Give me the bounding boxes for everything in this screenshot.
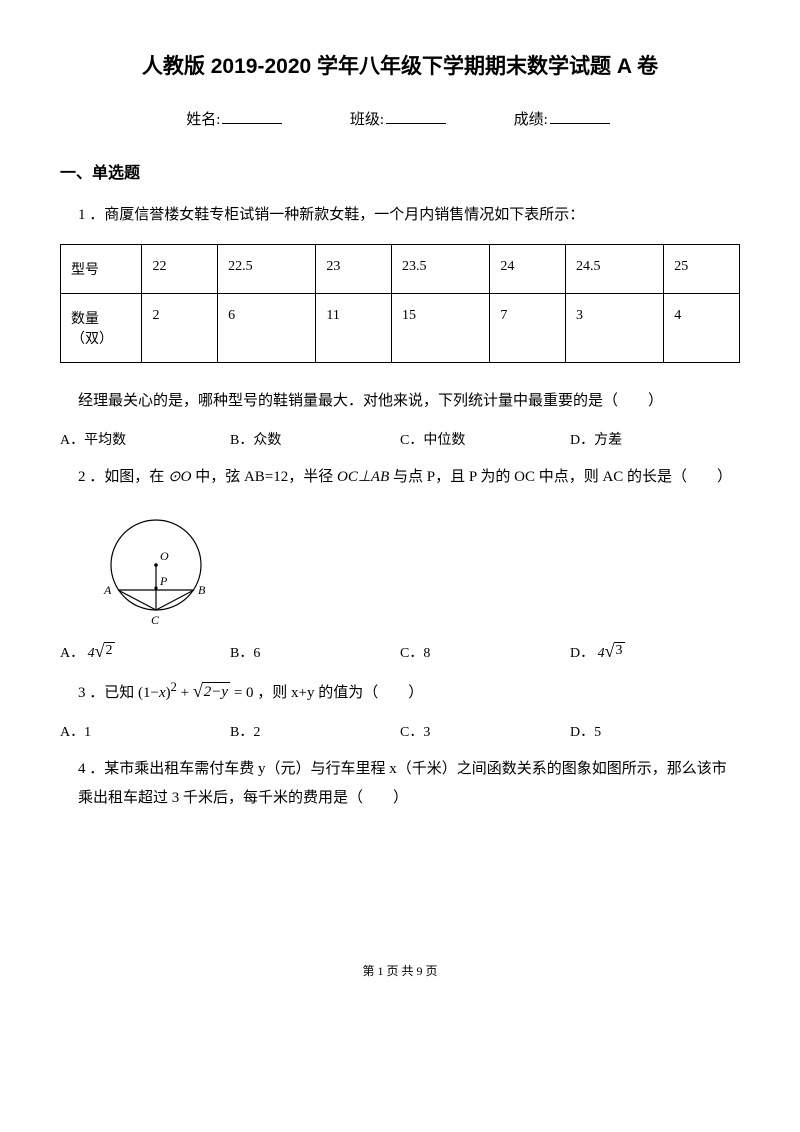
q4-num: 4 ．	[78, 761, 104, 777]
q3-pre: 已知	[104, 685, 134, 701]
row2-label: 数量（双）	[61, 293, 142, 362]
qty-cell: 7	[490, 293, 566, 362]
q1-num: 1 ．	[78, 207, 104, 223]
q2-opt-d: D． 4√3	[570, 642, 740, 662]
qty-cell: 3	[565, 293, 663, 362]
score-blank	[550, 123, 610, 124]
q2-opt-a: A． 4√2	[60, 642, 230, 662]
q3-eq-end: = 0	[230, 685, 253, 701]
q3-eq: (1−x)2 + √2−y = 0	[138, 685, 257, 701]
table-row: 型号 22 22.5 23 23.5 24 24.5 25	[61, 244, 740, 293]
class-blank	[386, 123, 446, 124]
size-cell: 23	[316, 244, 392, 293]
q2-d-pre: D．	[570, 646, 594, 661]
qty-cell: 11	[316, 293, 392, 362]
q1-text: 商厦信誉楼女鞋专柜试销一种新款女鞋，一个月内销售情况如下表所示：	[104, 207, 584, 223]
label-c: C	[151, 613, 160, 627]
q1-table: 型号 22 22.5 23 23.5 24 24.5 25 数量（双） 2 6 …	[60, 244, 740, 363]
name-label: 姓名:	[186, 112, 220, 128]
page-title: 人教版 2019-2020 学年八年级下学期期末数学试题 A 卷	[60, 50, 740, 80]
q1-opt-d: D．方差	[570, 429, 740, 449]
q2-num: 2 ．	[78, 469, 104, 485]
q3-opt-b: B．2	[230, 721, 400, 741]
q2-options: A． 4√2 B．6 C．8 D． 4√3	[60, 642, 740, 662]
q2-a-pre: A．	[60, 646, 84, 661]
q2-mid1: 中，弦 AB=12，半径	[195, 469, 333, 485]
q2-mid2: 与点 P，且 P 为的 OC 中点，则 AC 的长是（ ）	[393, 469, 732, 485]
q2-d-num: 4	[598, 646, 605, 661]
q3-eq-plus: +	[177, 685, 193, 701]
label-b: B	[198, 583, 206, 597]
q3-opt-c: C．3	[400, 721, 570, 741]
size-cell: 22.5	[218, 244, 316, 293]
label-p: P	[159, 574, 168, 588]
label-a: A	[103, 583, 112, 597]
q3-opt-d: D．5	[570, 721, 740, 741]
q2-opt-c: C．8	[400, 642, 570, 662]
q3-eq-x: x	[159, 685, 166, 701]
class-label: 班级:	[350, 112, 384, 128]
q3-eq-start: (1−	[138, 685, 159, 701]
page-footer: 第 1 页 共 9 页	[60, 962, 740, 979]
question-4: 4 ．某市乘出租车需付车费 y（元）与行车里程 x（千米）之间函数关系的图象如图…	[78, 755, 740, 812]
q2-a-num: 4	[88, 646, 95, 661]
q1-options: A．平均数 B．众数 C．中位数 D．方差	[60, 429, 740, 449]
table-row: 数量（双） 2 6 11 15 7 3 4	[61, 293, 740, 362]
size-cell: 24	[490, 244, 566, 293]
q4-text: 某市乘出租车需付车费 y（元）与行车里程 x（千米）之间函数关系的图象如图所示，…	[78, 761, 727, 806]
question-1: 1 ．商厦信誉楼女鞋专柜试销一种新款女鞋，一个月内销售情况如下表所示：	[78, 201, 740, 230]
q2-perp: OC⊥AB	[337, 469, 389, 485]
question-2: 2 ．如图，在 ⊙O 中，弦 AB=12，半径 OC⊥AB 与点 P，且 P 为…	[78, 463, 740, 492]
qty-cell: 6	[218, 293, 316, 362]
q1-opt-c: C．中位数	[400, 429, 570, 449]
info-line: 姓名: 班级: 成绩:	[60, 108, 740, 129]
q3-tail: ，则 x+y 的值为（ ）	[257, 685, 423, 701]
q2-opt-b: B．6	[230, 642, 400, 662]
qty-cell: 15	[392, 293, 490, 362]
q3-opt-a: A．1	[60, 721, 230, 741]
section-heading: 一、单选题	[60, 159, 740, 183]
q3-options: A．1 B．2 C．3 D．5	[60, 721, 740, 741]
q1-opt-a: A．平均数	[60, 429, 230, 449]
q2-figure: O P A B C	[86, 510, 226, 628]
question-3: 3 ．已知 (1−x)2 + √2−y = 0 ，则 x+y 的值为（ ）	[78, 676, 740, 708]
qty-cell: 2	[142, 293, 218, 362]
size-cell: 22	[142, 244, 218, 293]
name-blank	[222, 123, 282, 124]
q2-pre: 如图，在	[104, 469, 164, 485]
label-o: O	[160, 549, 169, 563]
qty-cell: 4	[664, 293, 740, 362]
q3-eq-rad: 2−y	[202, 682, 230, 701]
q3-num: 3 ．	[78, 685, 104, 701]
q1-opt-b: B．众数	[230, 429, 400, 449]
row1-label: 型号	[61, 244, 142, 293]
q2-d-rad: 3	[614, 642, 625, 660]
size-cell: 24.5	[565, 244, 663, 293]
q2-a-rad: 2	[104, 642, 115, 660]
size-cell: 23.5	[392, 244, 490, 293]
q2-circ: ⊙O	[168, 469, 191, 485]
q1-tail: 经理最关心的是，哪种型号的鞋销量最大．对他来说，下列统计量中最重要的是（ ）	[78, 387, 740, 416]
size-cell: 25	[664, 244, 740, 293]
score-label: 成绩:	[514, 112, 548, 128]
